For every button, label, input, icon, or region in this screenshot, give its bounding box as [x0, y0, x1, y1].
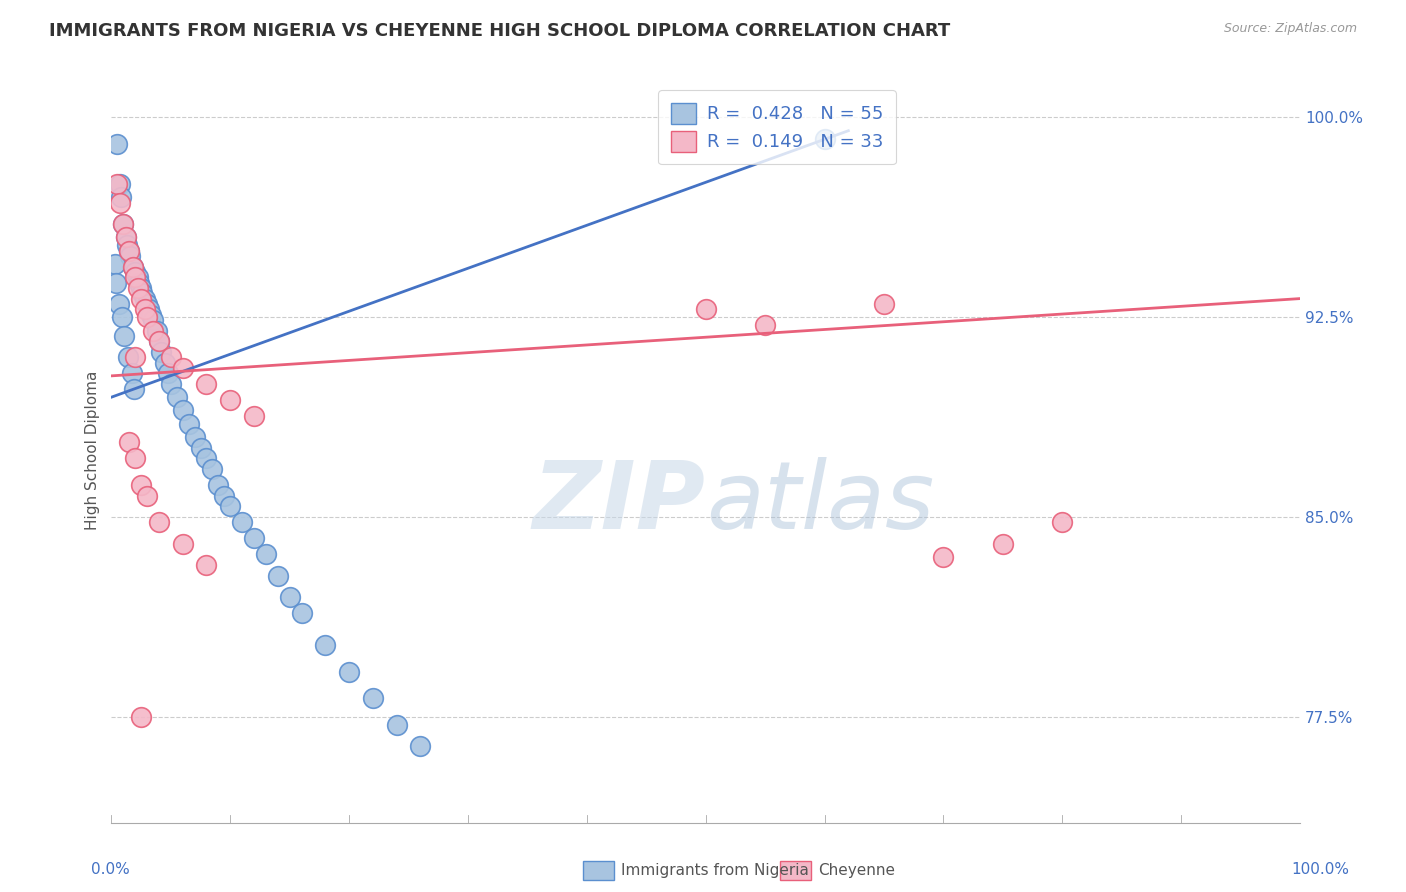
Text: Source: ZipAtlas.com: Source: ZipAtlas.com	[1223, 22, 1357, 36]
Point	[104, 257, 127, 271]
Point	[1052, 516, 1074, 530]
Point	[120, 249, 142, 263]
Point	[142, 324, 165, 338]
Point	[112, 217, 135, 231]
Point	[177, 417, 200, 431]
Legend: R =  0.428   N = 55, R =  0.149   N = 33: R = 0.428 N = 55, R = 0.149 N = 33	[658, 90, 896, 164]
Y-axis label: High School Diploma: High School Diploma	[86, 371, 100, 530]
Point	[991, 537, 1014, 551]
Point	[409, 739, 432, 754]
Point	[148, 334, 170, 349]
Point	[112, 217, 135, 231]
Point	[361, 691, 384, 706]
Point	[121, 260, 143, 274]
Point	[138, 302, 160, 317]
Point	[148, 516, 170, 530]
Point	[142, 313, 165, 327]
Point	[105, 276, 128, 290]
Point	[813, 132, 835, 146]
Point	[314, 638, 336, 652]
Point	[121, 260, 143, 274]
Point	[129, 281, 152, 295]
Point	[183, 430, 205, 444]
Point	[121, 366, 143, 380]
Point	[136, 297, 159, 311]
Point	[932, 549, 955, 564]
Point	[695, 302, 717, 317]
Point	[114, 230, 136, 244]
Point	[111, 310, 134, 325]
Point	[136, 489, 159, 503]
Point	[195, 558, 218, 572]
Point	[291, 606, 314, 620]
Point	[219, 392, 242, 407]
Text: 0.0%: 0.0%	[91, 863, 131, 877]
Point	[129, 478, 152, 492]
Text: ZIP: ZIP	[533, 457, 706, 549]
Point	[160, 376, 183, 391]
Point	[105, 136, 128, 151]
Point	[243, 409, 266, 423]
Text: Cheyenne: Cheyenne	[818, 863, 896, 878]
Point	[243, 532, 266, 546]
Text: 100.0%: 100.0%	[1292, 863, 1350, 877]
Point	[128, 276, 150, 290]
Point	[117, 350, 139, 364]
Point	[127, 270, 149, 285]
Point	[278, 590, 301, 604]
Point	[124, 350, 146, 364]
Point	[873, 297, 896, 311]
Point	[148, 334, 170, 349]
Point	[110, 190, 132, 204]
Point	[129, 710, 152, 724]
Point	[145, 324, 167, 338]
Point	[114, 230, 136, 244]
Point	[157, 366, 180, 380]
Point	[195, 376, 218, 391]
Text: IMMIGRANTS FROM NIGERIA VS CHEYENNE HIGH SCHOOL DIPLOMA CORRELATION CHART: IMMIGRANTS FROM NIGERIA VS CHEYENNE HIGH…	[49, 22, 950, 40]
Point	[118, 244, 141, 258]
Point	[160, 350, 183, 364]
Point	[172, 360, 194, 375]
Point	[254, 547, 277, 561]
Text: Immigrants from Nigeria: Immigrants from Nigeria	[621, 863, 810, 878]
Point	[134, 302, 156, 317]
Point	[231, 516, 253, 530]
Point	[166, 390, 188, 404]
Point	[127, 281, 149, 295]
Point	[122, 382, 145, 396]
Text: atlas: atlas	[706, 458, 934, 549]
Point	[108, 177, 131, 191]
Point	[153, 355, 176, 369]
Point	[195, 451, 218, 466]
Point	[214, 489, 236, 503]
Point	[385, 718, 408, 732]
Point	[108, 195, 131, 210]
Point	[172, 537, 194, 551]
Point	[139, 308, 162, 322]
Point	[136, 310, 159, 325]
Point	[124, 265, 146, 279]
Point	[754, 318, 776, 333]
Point	[172, 403, 194, 417]
Point	[219, 500, 242, 514]
Point	[118, 244, 141, 258]
Point	[207, 478, 229, 492]
Point	[107, 297, 129, 311]
Point	[115, 238, 138, 252]
Point	[114, 329, 136, 343]
Point	[129, 292, 152, 306]
Point	[124, 270, 146, 285]
Point	[124, 451, 146, 466]
Point	[105, 177, 128, 191]
Point	[201, 462, 224, 476]
Point	[267, 568, 290, 582]
Point	[150, 344, 173, 359]
Point	[118, 435, 141, 450]
Point	[190, 441, 212, 455]
Point	[134, 292, 156, 306]
Point	[131, 286, 153, 301]
Point	[337, 665, 360, 679]
